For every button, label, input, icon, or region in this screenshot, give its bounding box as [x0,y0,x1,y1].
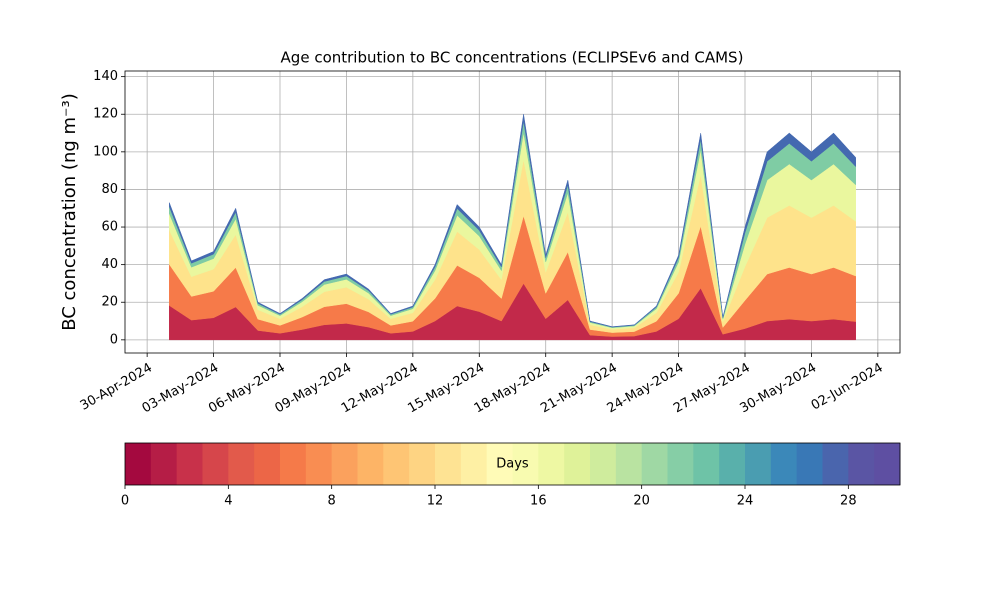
colorbar-swatch [228,443,255,485]
colorbar-swatch [770,443,798,485]
colorbar-tick-label: 24 [737,494,754,509]
colorbar-swatch [460,443,488,485]
colorbar-swatch [874,443,901,485]
colorbar-swatch [409,443,436,485]
colorbar-swatch [150,443,178,485]
colorbar-swatch [305,443,333,485]
colorbar-swatch [848,443,875,485]
colorbar-swatch [796,443,823,485]
colorbar-swatch [538,443,565,485]
colorbar-swatch [512,443,539,485]
colorbar-label: Days [496,457,529,472]
y-tick-label: 100 [93,144,118,159]
y-tick-label: 140 [93,69,118,84]
colorbar-swatch [176,443,203,485]
colorbar-swatch [615,443,643,485]
y-tick-label: 40 [101,257,118,272]
y-axis-label: BC concentration (ng m⁻³) [59,93,80,331]
colorbar-swatch [667,443,694,485]
colorbar-swatch [693,443,720,485]
colorbar-swatch [383,443,410,485]
colorbar-swatch [280,443,307,485]
colorbar-swatch [719,443,746,485]
colorbar-swatch [641,443,668,485]
colorbar-swatch [822,443,849,485]
colorbar-swatch [125,443,152,485]
area-layer [169,114,856,328]
y-tick-label: 120 [93,107,118,122]
colorbar-swatch [486,443,513,485]
colorbar-tick-label: 16 [530,494,547,509]
colorbar-swatch [202,443,229,485]
y-tick-label: 20 [101,295,118,310]
y-tick-label: 0 [110,332,118,347]
colorbar-tick-label: 12 [427,494,444,509]
colorbar-swatch [590,443,617,485]
chart-title: Age contribution to BC concentrations (E… [281,49,744,67]
colorbar-frame [124,442,901,486]
colorbar-swatch [435,443,462,485]
colorbar-swatch [357,443,384,485]
plot-frame [124,70,901,354]
colorbar-tick-label: 8 [328,494,336,509]
colorbar-swatch [745,443,772,485]
colorbar-tick-label: 4 [224,494,232,509]
x-tick-label: 02-Jun-2024 [809,361,886,414]
colorbar-tick-label: 0 [121,494,129,509]
y-tick-label: 60 [101,220,118,235]
colorbar-swatch [564,443,591,485]
colorbar-swatch [254,443,281,485]
colorbar-swatch [331,443,358,485]
colorbar-tick-label: 20 [633,494,650,509]
colorbar-tick-label: 28 [840,494,857,509]
y-tick-label: 80 [101,182,118,197]
